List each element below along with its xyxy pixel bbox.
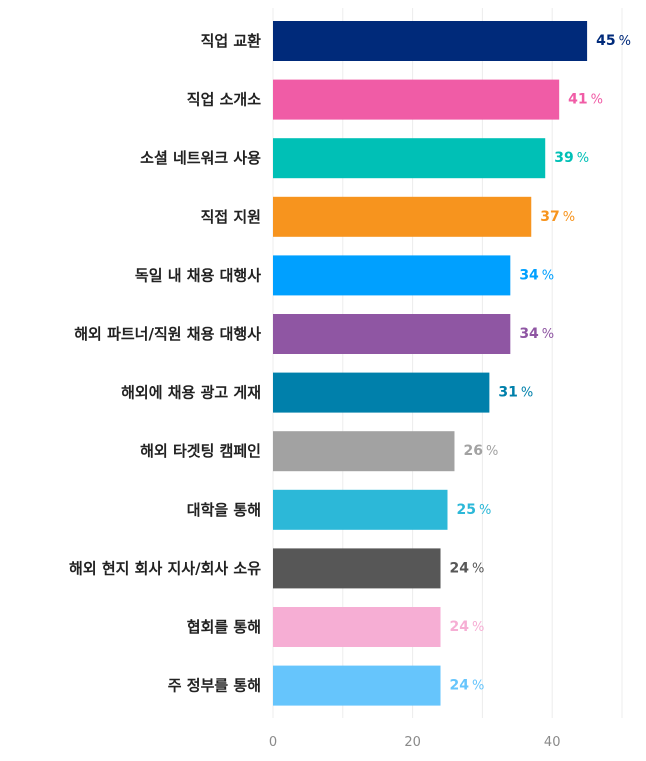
- value-number: 26: [463, 443, 482, 459]
- value-label: 39%: [554, 150, 589, 166]
- grid-layer: [272, 8, 623, 718]
- value-suffix: %: [542, 268, 554, 283]
- value-suffix: %: [563, 209, 575, 224]
- bar: [273, 372, 490, 413]
- bar: [273, 548, 441, 589]
- category-label: 해외 현지 회사 지사/회사 소유: [69, 559, 261, 577]
- value-number: 24: [450, 678, 470, 694]
- category-label: 직접 지원: [201, 208, 261, 226]
- value-number: 37: [540, 209, 559, 225]
- value-label: 24%: [450, 560, 485, 576]
- category-label: 해외 타겟팅 캠페인: [140, 442, 261, 460]
- value-label: 45%: [596, 33, 631, 49]
- value-number: 24: [450, 619, 470, 635]
- value-number: 34: [519, 267, 539, 283]
- category-label: 주 정부를 통해: [168, 677, 261, 695]
- value-label: 24%: [450, 619, 485, 635]
- value-label: 26%: [463, 443, 498, 459]
- category-label: 협회를 통해: [187, 618, 261, 636]
- category-label: 대학을 통해: [187, 501, 261, 519]
- value-label: 41%: [568, 92, 603, 108]
- category-label: 독일 내 채용 대행사: [135, 266, 261, 284]
- bar: [273, 196, 532, 237]
- value-number: 39: [554, 150, 573, 166]
- bar: [273, 21, 588, 61]
- x-tick-label: 20: [404, 735, 421, 750]
- x-tick-label: 0: [269, 735, 277, 750]
- value-label: 34%: [519, 326, 554, 342]
- x-tick-label: 40: [544, 735, 561, 750]
- bar: [273, 665, 441, 706]
- value-label: 31%: [498, 385, 533, 401]
- value-number: 24: [450, 560, 470, 576]
- value-number: 45: [596, 33, 615, 49]
- value-number: 31: [498, 385, 517, 401]
- bar-layer: 직업 교환 45 % 직업 소개소 41 % 소셜 네트워크 사용 39 % 직접 지원 37 % 독일…: [69, 21, 631, 706]
- bar: [273, 138, 546, 179]
- value-suffix: %: [619, 34, 631, 49]
- bar: [273, 489, 448, 530]
- value-label: 37%: [540, 209, 575, 225]
- category-label: 소셜 네트워크 사용: [140, 149, 261, 167]
- value-suffix: %: [472, 678, 484, 693]
- bar: [273, 431, 455, 472]
- bar: [273, 607, 441, 647]
- value-number: 25: [457, 502, 476, 518]
- value-suffix: %: [472, 620, 484, 635]
- category-label: 해외 파트너/직원 채용 대행사: [74, 325, 261, 343]
- bar: [273, 255, 511, 296]
- value-suffix: %: [591, 92, 603, 107]
- value-label: 34%: [519, 267, 554, 283]
- value-suffix: %: [479, 502, 491, 517]
- value-suffix: %: [521, 385, 533, 400]
- value-label: 24%: [450, 678, 485, 694]
- bar: [273, 79, 560, 120]
- x-axis: 0 20 40: [269, 735, 561, 750]
- value-suffix: %: [542, 327, 554, 342]
- bar: [273, 314, 511, 354]
- value-number: 41: [568, 92, 587, 108]
- value-suffix: %: [472, 561, 484, 576]
- category-label: 직업 소개소: [187, 91, 261, 109]
- category-label: 해외에 채용 광고 게재: [121, 384, 261, 402]
- value-suffix: %: [577, 151, 589, 166]
- value-suffix: %: [486, 444, 498, 459]
- value-number: 34: [519, 326, 539, 342]
- value-label: 25%: [457, 502, 492, 518]
- category-label: 직업 교환: [201, 32, 262, 50]
